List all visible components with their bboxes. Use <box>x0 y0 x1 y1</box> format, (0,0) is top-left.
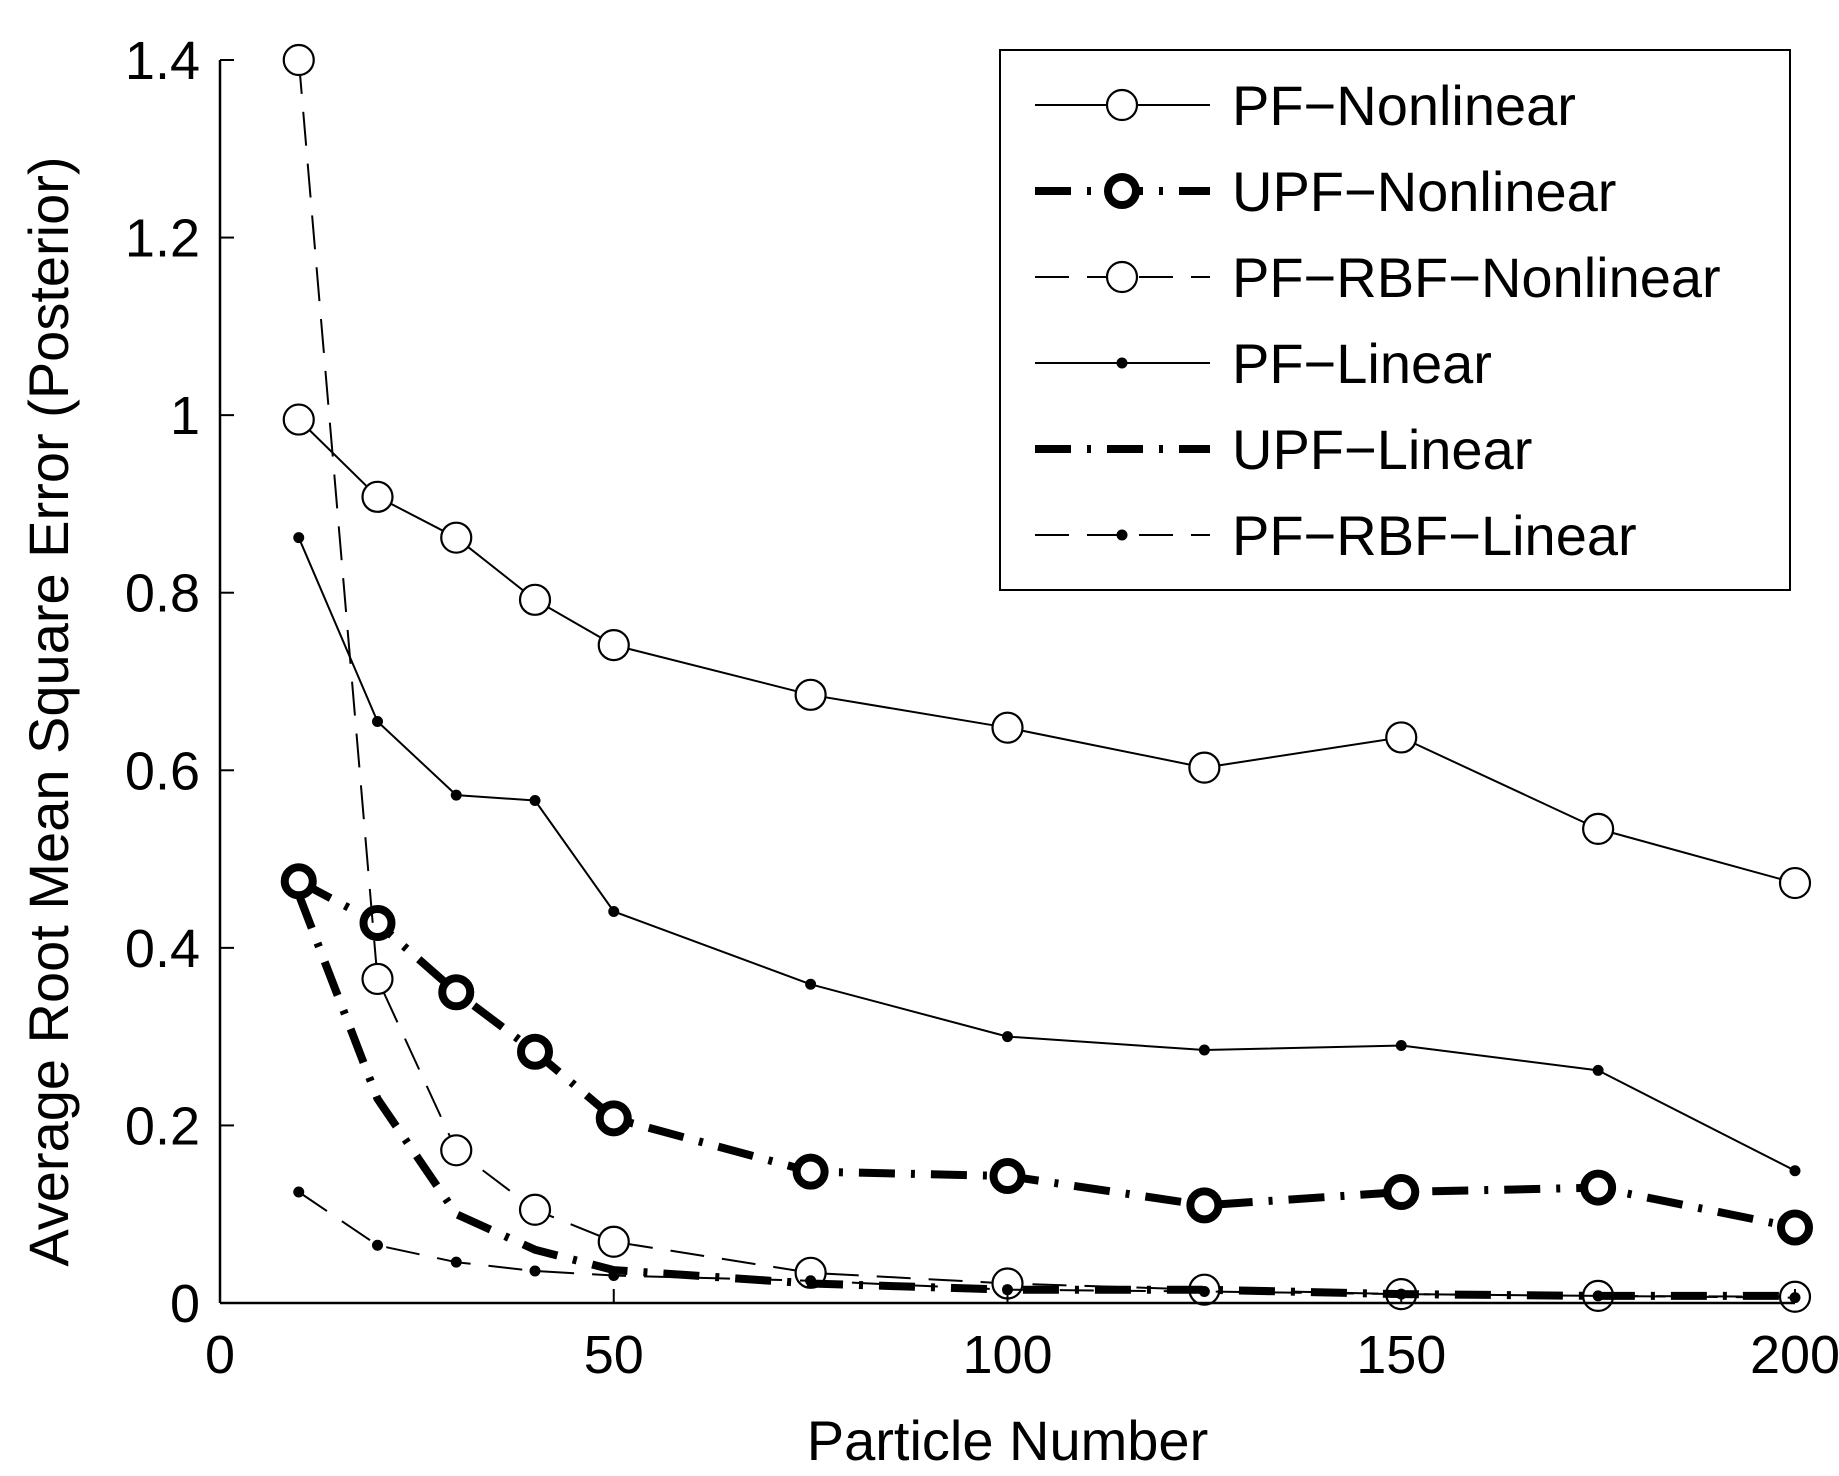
legend-entry: PF−Nonlinear <box>1035 74 1576 137</box>
data-point <box>989 1158 1026 1195</box>
y-tick-label: 0.6 <box>125 741 200 801</box>
data-point <box>280 863 317 900</box>
x-tick-label: 200 <box>1750 1325 1839 1385</box>
data-point <box>529 1265 541 1277</box>
data-point <box>1789 1165 1801 1177</box>
legend-label: UPF−Linear <box>1232 418 1532 481</box>
data-point <box>1186 1187 1223 1224</box>
data-point <box>293 1186 305 1198</box>
data-point <box>1002 1031 1013 1043</box>
data-point <box>1383 1174 1420 1211</box>
data-point <box>361 480 394 513</box>
y-tick-label: 1 <box>170 386 200 446</box>
data-point <box>608 905 620 917</box>
data-point <box>1198 1044 1210 1056</box>
data-point <box>794 678 827 711</box>
x-tick-label: 150 <box>1356 1325 1446 1385</box>
x-axis-title: Particle Number <box>807 1409 1208 1472</box>
y-axis-title: Average Root Mean Square Error (Posterio… <box>17 156 80 1266</box>
data-point <box>282 43 315 77</box>
x-tick-label: 100 <box>962 1325 1052 1385</box>
axes-layer: 0 50 100 150 200 0 0.2 0.4 0.6 0.8 1 1.2 1.4 Particle… <box>17 31 1839 1472</box>
data-point <box>1188 751 1221 784</box>
data-point <box>1582 812 1615 845</box>
data-point <box>359 904 396 941</box>
data-point <box>1592 1064 1604 1076</box>
data-point <box>518 1193 552 1226</box>
x-tick-label: 0 <box>205 1325 235 1385</box>
data-point <box>450 1256 462 1268</box>
legend-marker <box>1105 88 1139 122</box>
data-point <box>1580 1169 1617 1206</box>
series-1 <box>282 403 1812 900</box>
legend-label: UPF−Nonlinear <box>1232 160 1616 223</box>
series-layer <box>280 43 1813 1313</box>
data-point <box>450 789 462 801</box>
legend-entry: PF−Linear <box>1035 332 1492 395</box>
data-point <box>293 532 305 544</box>
data-point <box>805 978 817 990</box>
y-tick-label: 0.8 <box>125 564 200 624</box>
legend-entry: UPF−Nonlinear <box>1035 160 1616 223</box>
data-point <box>595 1100 632 1137</box>
legend-marker <box>1104 173 1140 209</box>
data-point <box>597 628 630 662</box>
data-point <box>529 794 541 806</box>
legend-marker <box>1116 529 1128 541</box>
data-point <box>608 1269 620 1281</box>
legend-marker <box>1105 260 1139 294</box>
data-point <box>1385 721 1418 754</box>
y-tick-label: 0 <box>170 1274 200 1334</box>
y-tick-label: 0.2 <box>125 1096 200 1156</box>
x-tick-label: 50 <box>584 1325 644 1385</box>
legend-label: PF−Linear <box>1232 332 1492 395</box>
data-point <box>991 711 1024 744</box>
legend: PF−Nonlinear UPF−Nonlinear PF−RBF−Nonlinea… <box>999 49 1791 591</box>
legend-marker <box>1116 357 1128 369</box>
data-point <box>440 1134 473 1167</box>
data-point <box>361 962 394 996</box>
data-point <box>1395 1040 1407 1052</box>
legend-label: PF−RBF−Nonlinear <box>1232 246 1721 309</box>
legend-entry: PF−RBF−Linear <box>1035 504 1637 567</box>
data-point <box>1198 1285 1210 1297</box>
data-point <box>1592 1290 1604 1302</box>
legend-label: PF−RBF−Linear <box>1232 504 1637 567</box>
data-point <box>518 583 552 616</box>
y-tick-label: 1.4 <box>125 31 200 91</box>
y-tick-label: 0.4 <box>125 919 200 979</box>
data-point <box>517 1033 553 1070</box>
data-point <box>372 1239 383 1251</box>
series-4 <box>293 532 1801 1177</box>
y-tick-label: 1.2 <box>125 209 200 269</box>
legend-label: PF−Nonlinear <box>1232 74 1576 137</box>
data-point <box>597 1225 630 1258</box>
legend-box <box>999 49 1791 591</box>
legend-entry: PF−RBF−Nonlinear <box>1035 246 1721 309</box>
data-point <box>440 521 473 554</box>
data-point <box>1778 866 1812 900</box>
legend-entry: UPF−Linear <box>1035 418 1532 481</box>
data-point <box>805 1275 817 1287</box>
data-point <box>1777 1209 1813 1246</box>
series-6 <box>293 1186 1801 1304</box>
data-point <box>282 403 315 436</box>
data-point <box>792 1153 829 1190</box>
data-point <box>372 715 383 727</box>
series-2 <box>280 863 1813 1246</box>
data-point <box>438 974 475 1011</box>
